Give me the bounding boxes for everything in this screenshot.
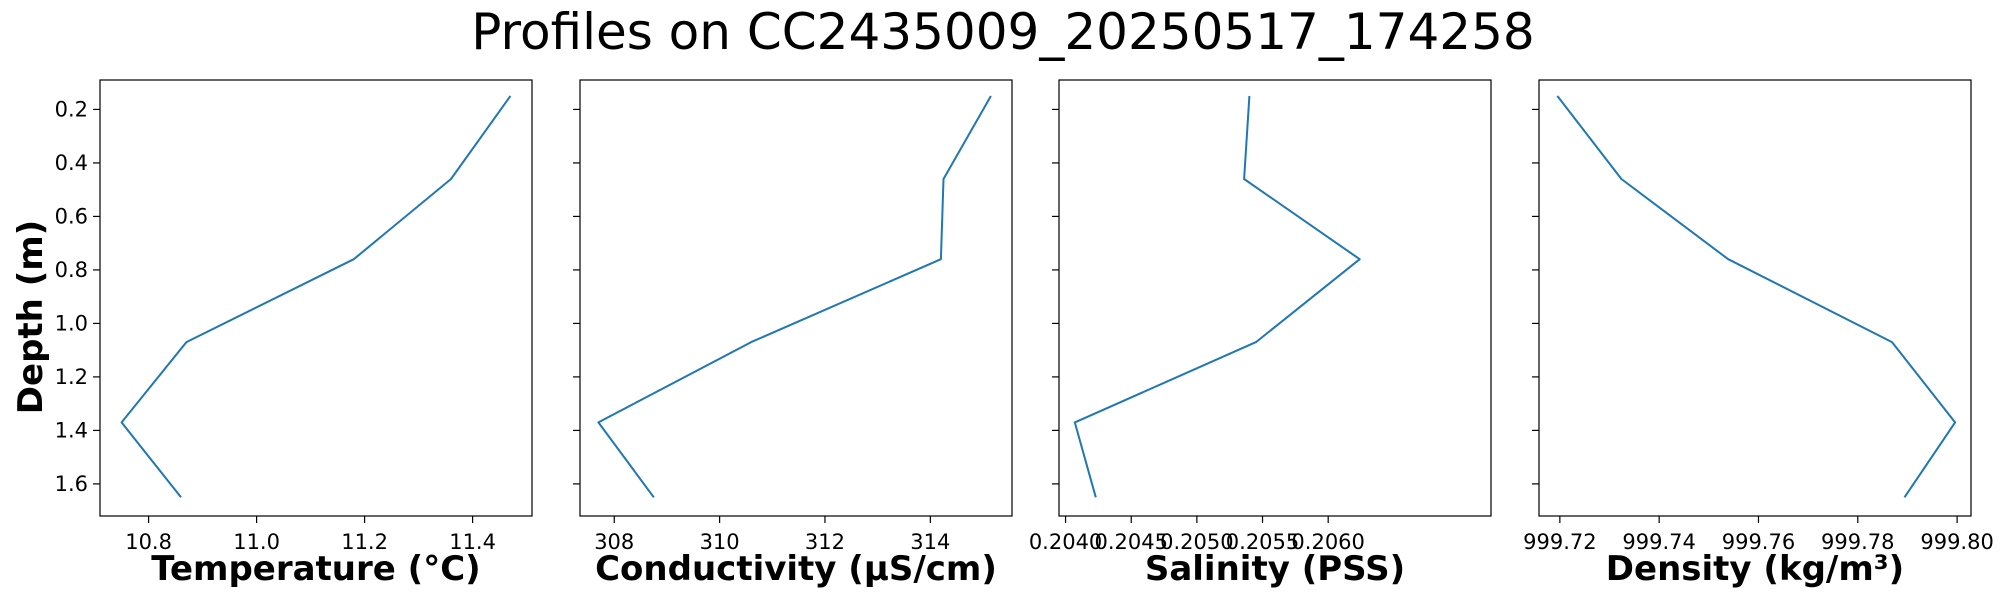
temperature-x-tick-label: 11.2 — [341, 530, 388, 554]
temperature-y-tick-label: 1.4 — [55, 418, 88, 442]
density-profile-line — [1556, 95, 1957, 498]
figure-title: Profiles on CC2435009_20250517_174258 — [471, 3, 1534, 61]
y-axis-label: Depth (m) — [11, 220, 51, 414]
temperature-y-tick-label: 1.2 — [55, 365, 88, 389]
salinity-x-tick-label: 0.2045 — [1094, 530, 1167, 554]
density-x-tick-label: 999.78 — [1821, 530, 1894, 554]
salinity-axes-frame — [1058, 79, 1492, 517]
temperature-y-tick-label: 0.4 — [55, 151, 88, 175]
salinity-x-tick-label: 0.2055 — [1226, 530, 1299, 554]
density-x-tick-label: 999.76 — [1722, 530, 1795, 554]
conductivity-axes-frame — [579, 79, 1013, 517]
temperature-y-tick-label: 0.8 — [55, 258, 88, 282]
temperature-x-axis-label: Temperature (°C) — [151, 549, 480, 589]
temperature-y-tick-label: 0.6 — [55, 204, 88, 228]
conductivity-x-tick-label: 312 — [805, 530, 845, 554]
salinity-x-tick-label: 0.2060 — [1291, 530, 1364, 554]
salinity-x-tick-label: 0.2050 — [1160, 530, 1233, 554]
panel-density: 999.72 999.74 999.76 999.78 999.80 Density (k… — [1523, 79, 1994, 589]
conductivity-x-tick-label: 308 — [594, 530, 634, 554]
conductivity-profile-line — [597, 95, 992, 498]
density-x-tick-label: 999.74 — [1622, 530, 1695, 554]
density-axes-frame — [1538, 79, 1972, 517]
temperature-y-tick-label: 1.6 — [55, 472, 88, 496]
salinity-x-tick-label: 0.2040 — [1029, 530, 1102, 554]
temperature-y-tick-label: 1.0 — [55, 311, 88, 335]
conductivity-x-tick-label: 314 — [910, 530, 950, 554]
panel-temperature: 10.8 11.0 11.2 11.4 0.2 0.4 0.6 0.8 1.0 1.2 1.4 1.6… — [55, 79, 533, 589]
profile-panels: 10.8 11.0 11.2 11.4 0.2 0.4 0.6 0.8 1.0 1.2 1.4 1.6… — [55, 79, 1994, 589]
temperature-y-tick-label: 0.2 — [55, 97, 88, 121]
density-x-axis-label: Density (kg/m³) — [1606, 549, 1904, 589]
temperature-axes-frame — [99, 79, 533, 517]
conductivity-x-tick-label: 310 — [700, 530, 740, 554]
temperature-x-tick-label: 11.4 — [449, 530, 496, 554]
temperature-profile-line — [120, 95, 512, 498]
density-x-tick-label: 999.80 — [1920, 530, 1993, 554]
temperature-x-tick-label: 10.8 — [125, 530, 172, 554]
salinity-x-axis-label: Salinity (PSS) — [1145, 549, 1405, 589]
salinity-profile-line — [1073, 95, 1361, 498]
temperature-x-tick-label: 11.0 — [233, 530, 280, 554]
conductivity-x-axis-label: Conductivity (µS/cm) — [595, 549, 997, 589]
density-x-tick-label: 999.72 — [1523, 530, 1596, 554]
